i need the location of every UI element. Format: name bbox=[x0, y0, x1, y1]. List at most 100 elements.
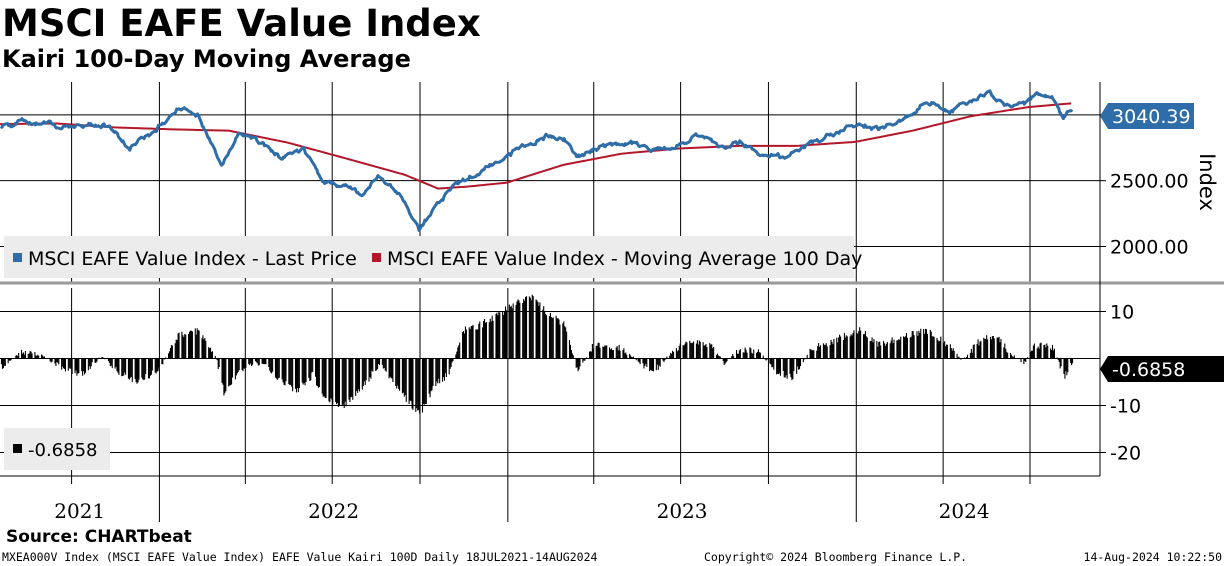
kairi-bar bbox=[778, 358, 781, 374]
kairi-bar bbox=[952, 348, 954, 359]
kairi-bar bbox=[829, 345, 831, 359]
kairi-bar bbox=[1065, 358, 1067, 372]
upper-legend: MSCI EAFE Value Index - Last Price MSCI … bbox=[4, 236, 862, 278]
kairi-bar bbox=[231, 358, 233, 385]
kairi-bar bbox=[719, 356, 721, 359]
kairi-bar bbox=[403, 358, 405, 397]
kairi-bar bbox=[161, 358, 163, 365]
kairi-bar bbox=[702, 342, 704, 359]
kairi-bar bbox=[1009, 352, 1012, 359]
kairi-bar bbox=[1005, 348, 1007, 359]
kairi-bar bbox=[476, 329, 478, 359]
kairi-bar bbox=[276, 358, 278, 380]
kairi-bar bbox=[1060, 358, 1062, 367]
kairi-bar bbox=[548, 316, 550, 359]
kairi-bar bbox=[278, 358, 280, 378]
kairi-bar bbox=[1043, 345, 1045, 359]
kairi-bar bbox=[892, 343, 894, 359]
kairi-bar bbox=[859, 327, 861, 359]
kairi-bar bbox=[651, 358, 653, 371]
kairi-bar bbox=[1023, 358, 1025, 365]
kairi-bar bbox=[321, 358, 323, 394]
kairi-bar bbox=[619, 350, 621, 359]
kairi-bar bbox=[946, 344, 949, 359]
kairi-bar bbox=[840, 336, 842, 359]
kairi-bar bbox=[698, 340, 700, 359]
kairi-bar bbox=[644, 358, 646, 366]
kairi-bar bbox=[528, 296, 530, 359]
kairi-bar bbox=[632, 356, 634, 359]
kairi-bar bbox=[639, 358, 641, 365]
kairi-bar bbox=[69, 358, 71, 370]
kairi-bar bbox=[128, 358, 130, 380]
kairi-bar bbox=[917, 335, 919, 359]
kairi-bar bbox=[41, 354, 43, 359]
kairi-bar bbox=[324, 358, 326, 398]
kairi-bar bbox=[877, 346, 879, 359]
kairi-bar bbox=[424, 358, 426, 404]
kairi-bar bbox=[1006, 351, 1008, 359]
kairi-bar bbox=[249, 358, 251, 366]
kairi-bar bbox=[336, 358, 339, 404]
kairi-bar bbox=[262, 358, 264, 364]
kairi-bar bbox=[116, 358, 118, 372]
kairi-bar bbox=[750, 348, 752, 359]
kairi-bar bbox=[156, 358, 158, 372]
kairi-bar bbox=[470, 326, 472, 359]
kairi-bar bbox=[479, 321, 481, 359]
kairi-bar bbox=[642, 358, 644, 364]
kairi-bar bbox=[423, 358, 425, 405]
kairi-bar bbox=[436, 358, 438, 382]
kairi-bar bbox=[305, 358, 307, 382]
kairi-bar bbox=[1059, 358, 1061, 369]
kairi-bar bbox=[918, 330, 920, 359]
kairi-bar bbox=[170, 345, 172, 359]
kairi-bar bbox=[416, 358, 418, 409]
kairi-bar bbox=[693, 341, 695, 359]
kairi-bar bbox=[592, 348, 594, 359]
kairi-bar bbox=[896, 340, 898, 359]
kairi-bar bbox=[802, 358, 804, 363]
kairi-bar bbox=[175, 339, 177, 359]
kairi-bar bbox=[949, 344, 951, 359]
kairi-bar bbox=[289, 358, 291, 386]
kairi-bar bbox=[298, 358, 300, 389]
kairi-bar bbox=[678, 346, 680, 359]
kairi-bar bbox=[482, 327, 484, 359]
kairi-bar bbox=[790, 358, 792, 378]
kairi-bar bbox=[849, 336, 851, 359]
kairi-bar bbox=[880, 345, 882, 359]
kairi-bar bbox=[77, 358, 79, 374]
kairi-bar bbox=[532, 296, 534, 359]
kairi-bar bbox=[967, 354, 969, 359]
kairi-bar bbox=[905, 333, 907, 359]
kairi-bar bbox=[358, 358, 361, 392]
kairi-bar bbox=[598, 342, 600, 359]
kairi-bar bbox=[1045, 347, 1047, 359]
kairi-bar bbox=[666, 356, 668, 359]
kairi-bar bbox=[885, 343, 887, 359]
kairi-bar bbox=[631, 357, 634, 359]
kairi-bar bbox=[1051, 349, 1053, 359]
kairi-bar bbox=[811, 350, 813, 359]
kairi-bar bbox=[127, 358, 130, 379]
kairi-bar bbox=[290, 358, 292, 385]
kairi-bar bbox=[806, 354, 808, 359]
kairi-bar bbox=[872, 342, 874, 359]
kairi-bar bbox=[398, 358, 400, 389]
kairi-bar bbox=[856, 332, 858, 359]
kairi-bar bbox=[402, 358, 404, 393]
kairi-value-tag: -0.6858 bbox=[1100, 356, 1224, 382]
kairi-bar bbox=[1000, 338, 1002, 359]
kairi-bar bbox=[670, 352, 672, 359]
kairi-bar bbox=[771, 358, 773, 368]
kairi-bar bbox=[969, 352, 971, 359]
kairi-bar bbox=[243, 358, 245, 369]
last-price-tag: 3040.39 bbox=[1100, 103, 1194, 129]
kairi-bar bbox=[635, 358, 637, 361]
kairi-bar bbox=[705, 344, 707, 359]
kairi-bar bbox=[125, 358, 127, 375]
kairi-bar bbox=[130, 358, 132, 377]
kairi-bar bbox=[241, 358, 243, 370]
kairi-bar bbox=[84, 358, 86, 375]
